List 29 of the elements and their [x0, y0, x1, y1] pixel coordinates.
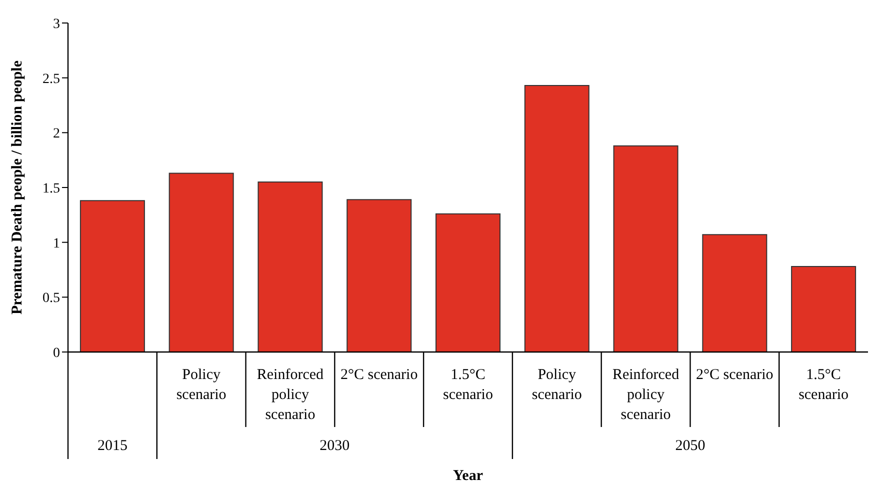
- y-tick-label: 2.5: [42, 72, 60, 87]
- y-tick-label: 0: [53, 346, 60, 361]
- text: 2015: [97, 438, 128, 454]
- y-axis-title: Premature Death people / billion people: [9, 60, 26, 315]
- bar: [80, 200, 145, 352]
- x-tick-label: 1.5°C scenario: [443, 367, 493, 403]
- x-axis-title: Year: [453, 468, 484, 482]
- y-tick-label: 3: [53, 16, 60, 32]
- x-tick-label: Policy scenario: [532, 367, 582, 403]
- x-tick-label: 2°C scenario: [340, 367, 418, 383]
- bar: [436, 213, 500, 352]
- x-tick-label: Policy scenario: [176, 367, 226, 403]
- text: 2030: [320, 438, 350, 454]
- bar: [791, 266, 856, 352]
- x-tick-label: 2°C scenario: [696, 367, 774, 383]
- x-tick-label: Reinforced policy scenario: [612, 367, 680, 423]
- y-tick-label: 1.5: [42, 181, 60, 196]
- y-tick-label: 0.5: [42, 291, 60, 306]
- bar: [702, 234, 768, 352]
- y-tick-label: 1: [53, 236, 60, 252]
- bar: [346, 199, 412, 352]
- bar: [524, 85, 590, 352]
- bar: [258, 182, 323, 352]
- x-tick-label: Reinforced policy scenario: [256, 367, 324, 423]
- text: 2050: [675, 438, 706, 454]
- y-tick-label: 2: [53, 126, 60, 142]
- bar: [613, 145, 678, 352]
- x-tick-label: 1.5°C scenario: [798, 367, 849, 403]
- bar: [168, 172, 234, 352]
